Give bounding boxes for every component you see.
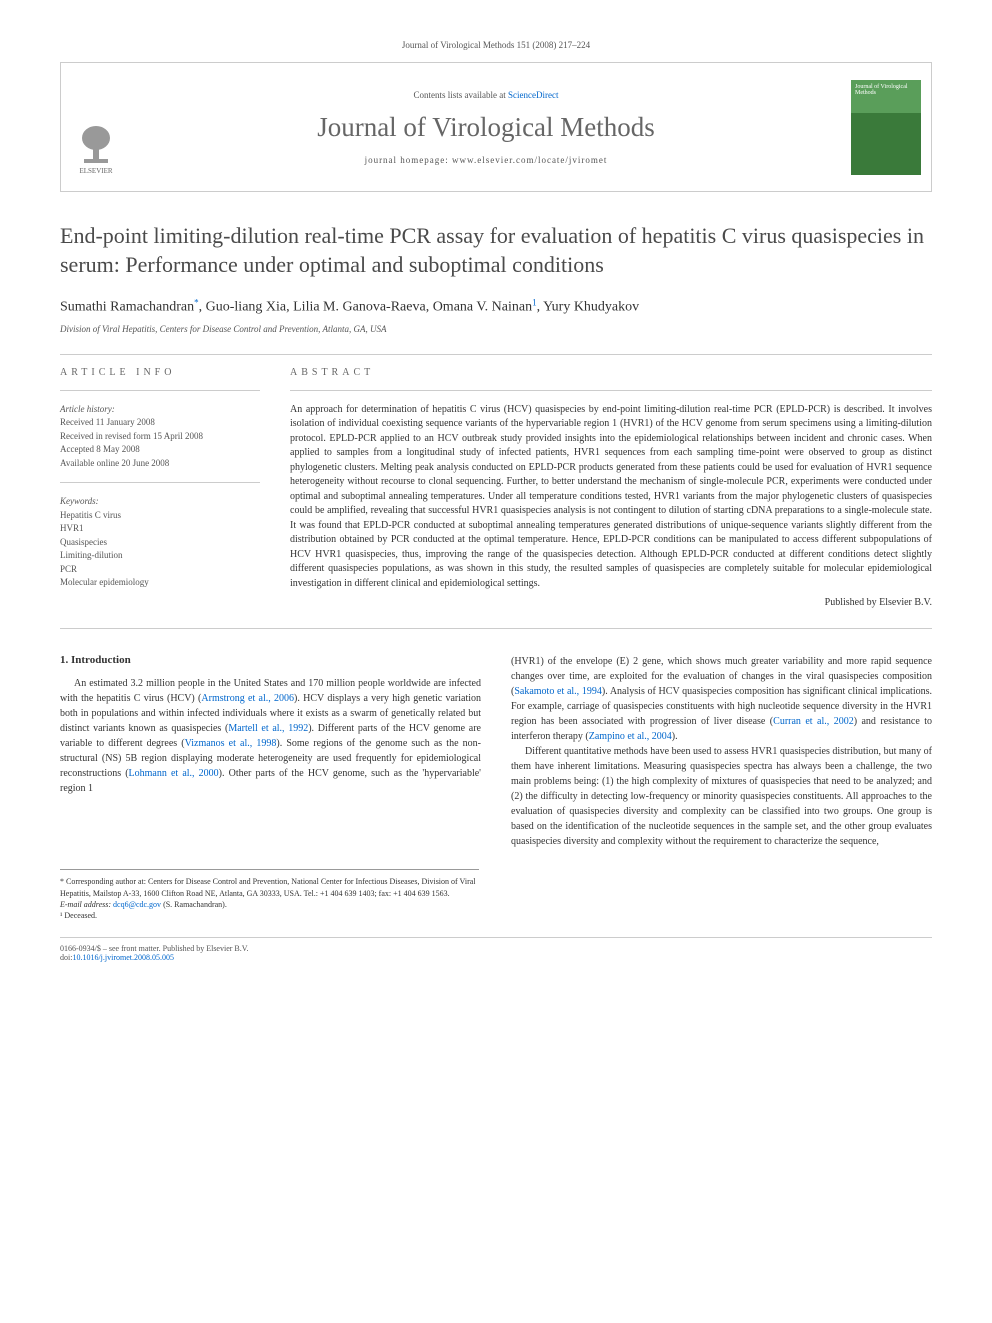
keyword-6: Molecular epidemiology (60, 576, 260, 590)
keyword-2: HVR1 (60, 522, 260, 536)
affiliation: Division of Viral Hepatitis, Centers for… (60, 324, 932, 334)
author-1: Sumathi Ramachandran (60, 300, 194, 315)
divider-bottom (60, 628, 932, 629)
body-column-right: (HVR1) of the envelope (E) 2 gene, which… (511, 654, 932, 849)
intro-paragraph-1-right: (HVR1) of the envelope (E) 2 gene, which… (511, 654, 932, 744)
cover-title-text: Journal of Virological Methods (855, 84, 917, 96)
homepage-prefix: journal homepage: (365, 155, 452, 165)
elsevier-logo: ELSEVIER (71, 123, 121, 183)
intro-paragraph-1-left: An estimated 3.2 million people in the U… (60, 676, 481, 796)
bottom-publication-line: 0166-0934/$ – see front matter. Publishe… (60, 937, 932, 962)
intro-paragraph-2: Different quantitative methods have been… (511, 744, 932, 849)
keywords-title: Keywords: (60, 495, 260, 509)
doi-link[interactable]: 10.1016/j.jviromet.2008.05.005 (72, 953, 174, 962)
author-5: Yury Khudyakov (543, 300, 639, 315)
email-footnote: E-mail address: dcq6@cdc.gov (S. Ramacha… (60, 899, 479, 910)
authors-line: Sumathi Ramachandran*, Guo-liang Xia, Li… (60, 297, 932, 316)
ref-martell-1992[interactable]: Martell et al., 1992 (228, 723, 308, 734)
author-4: Omana V. Nainan (433, 300, 532, 315)
email-label: E-mail address: (60, 900, 113, 909)
corresponding-author-footnote: * Corresponding author at: Centers for D… (60, 876, 479, 898)
ref-sakamoto-1994[interactable]: Sakamoto et al., 1994 (514, 686, 602, 697)
abstract-text: An approach for determination of hepatit… (290, 403, 932, 592)
history-line-3: Accepted 8 May 2008 (60, 443, 260, 457)
info-abstract-row: ARTICLE INFO Article history: Received 1… (60, 367, 932, 609)
doi-line: doi:10.1016/j.jviromet.2008.05.005 (60, 953, 932, 962)
journal-header-box: ELSEVIER Contents lists available at Sci… (60, 62, 932, 192)
email-link[interactable]: dcq6@cdc.gov (113, 900, 161, 909)
body-column-left: 1. Introduction An estimated 3.2 million… (60, 654, 481, 849)
footnotes: * Corresponding author at: Centers for D… (60, 869, 479, 921)
journal-citation: Journal of Virological Methods 151 (2008… (60, 40, 932, 50)
p1r-text-4: ). (672, 731, 678, 742)
ref-zampino-2004[interactable]: Zampino et al., 2004 (589, 731, 672, 742)
front-matter-line: 0166-0934/$ – see front matter. Publishe… (60, 944, 932, 953)
ref-armstrong-2006[interactable]: Armstrong et al., 2006 (201, 693, 294, 704)
divider-abstract (290, 390, 932, 391)
journal-title: Journal of Virological Methods (317, 112, 655, 143)
journal-cover-thumbnail: Journal of Virological Methods (851, 80, 921, 175)
divider-info-2 (60, 482, 260, 483)
header-center: Contents lists available at ScienceDirec… (131, 63, 841, 191)
ref-curran-2002[interactable]: Curran et al., 2002 (773, 716, 854, 727)
divider-top (60, 354, 932, 355)
homepage-line: journal homepage: www.elsevier.com/locat… (365, 155, 608, 165)
contents-available-line: Contents lists available at ScienceDirec… (414, 90, 559, 100)
history-line-1: Received 11 January 2008 (60, 416, 260, 430)
keyword-5: PCR (60, 563, 260, 577)
author-2: Guo-liang Xia (206, 300, 286, 315)
ref-lohmann-2000[interactable]: Lohmann et al., 2000 (129, 768, 219, 779)
elsevier-tree-icon (76, 123, 116, 165)
elsevier-logo-text: ELSEVIER (79, 167, 112, 175)
abstract-column: ABSTRACT An approach for determination o… (290, 367, 932, 609)
article-info-heading: ARTICLE INFO (60, 367, 260, 378)
divider-info-1 (60, 390, 260, 391)
email-suffix: (S. Ramachandran). (161, 900, 227, 909)
author-1-marker[interactable]: * (194, 300, 199, 315)
journal-cover-area: Journal of Virological Methods (841, 63, 931, 191)
doi-label: doi: (60, 953, 72, 962)
keyword-4: Limiting-dilution (60, 549, 260, 563)
ref-vizmanos-1998[interactable]: Vizmanos et al., 1998 (185, 738, 277, 749)
keywords-block: Keywords: Hepatitis C virus HVR1 Quasisp… (60, 495, 260, 590)
history-line-4: Available online 20 June 2008 (60, 457, 260, 471)
article-title: End-point limiting-dilution real-time PC… (60, 222, 932, 279)
contents-prefix: Contents lists available at (414, 90, 508, 100)
section-1-heading: 1. Introduction (60, 654, 481, 666)
body-columns: 1. Introduction An estimated 3.2 million… (60, 654, 932, 849)
publisher-logo-area: ELSEVIER (61, 63, 131, 191)
author-4-marker[interactable]: 1 (532, 300, 537, 315)
keyword-3: Quasispecies (60, 536, 260, 550)
keyword-1: Hepatitis C virus (60, 509, 260, 523)
abstract-heading: ABSTRACT (290, 367, 932, 378)
homepage-url: www.elsevier.com/locate/jviromet (452, 155, 607, 165)
article-history-block: Article history: Received 11 January 200… (60, 403, 260, 471)
deceased-footnote: ¹ Deceased. (60, 910, 479, 921)
history-line-2: Received in revised form 15 April 2008 (60, 430, 260, 444)
article-info-column: ARTICLE INFO Article history: Received 1… (60, 367, 260, 609)
sciencedirect-link[interactable]: ScienceDirect (508, 90, 558, 100)
author-3: Lilia M. Ganova-Raeva (293, 300, 426, 315)
history-title: Article history: (60, 403, 260, 417)
published-by: Published by Elsevier B.V. (290, 597, 932, 608)
